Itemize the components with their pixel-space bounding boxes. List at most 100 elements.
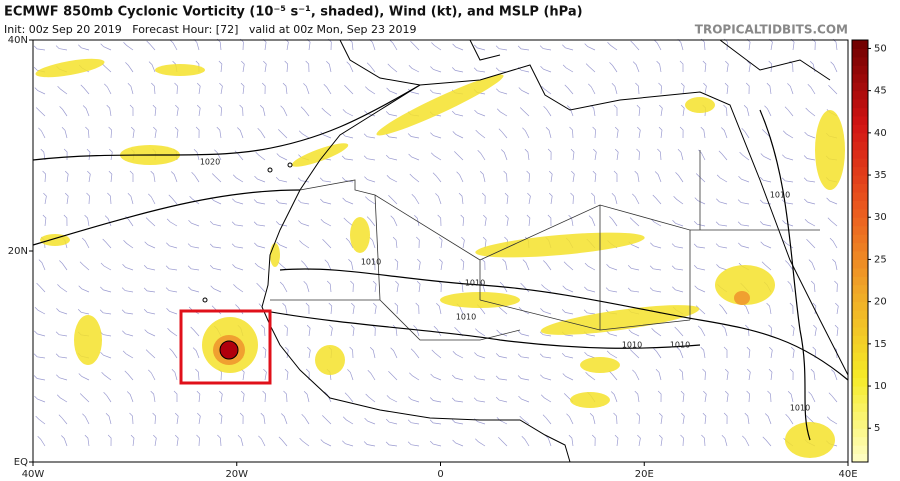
wind-barb (658, 82, 662, 95)
wind-barb (548, 192, 553, 205)
wind-barb (429, 397, 442, 403)
wind-barb (498, 437, 508, 447)
wind-barb (496, 329, 508, 337)
wind-barb (321, 107, 332, 117)
colorbar-cell (852, 124, 868, 134)
wind-barb (810, 368, 816, 381)
wind-barb (209, 220, 222, 227)
wind-barb (216, 126, 222, 139)
wind-barb (43, 192, 47, 205)
wind-barb (630, 40, 640, 51)
wind-barb (365, 86, 376, 95)
wind-barb (77, 309, 90, 315)
wind-barb (33, 353, 46, 359)
wind-barb (632, 61, 640, 73)
wind-barb (188, 286, 200, 293)
wind-barb (365, 393, 376, 403)
wind-barb (372, 324, 376, 337)
wind-barb (719, 304, 728, 315)
wind-barb (745, 82, 750, 95)
wind-barb (540, 394, 552, 403)
wind-barb (305, 368, 310, 381)
wind-barb (499, 281, 508, 293)
wind-barb (527, 192, 531, 205)
wind-barb (61, 435, 68, 447)
wind-barb (611, 83, 618, 95)
wind-barb (260, 412, 266, 425)
colorbar-frame (851, 39, 869, 463)
wind-barb (209, 243, 222, 249)
wind-barb (721, 435, 728, 447)
wind-barb (151, 82, 156, 95)
wind-barb (649, 287, 662, 293)
credit: TROPICALTIDBITS.COM (695, 23, 848, 37)
wind-barb (613, 104, 618, 116)
wind-barb (571, 170, 575, 183)
wind-barb (232, 174, 244, 183)
wind-barb (495, 353, 508, 359)
wind-barb (768, 324, 772, 337)
wind-barb (275, 199, 288, 205)
isobar-label: 1010 (770, 191, 790, 200)
title: ECMWF 850mb Cyclonic Vorticity (10⁻⁵ s⁻¹… (4, 5, 583, 20)
wind-barb (34, 330, 46, 337)
wind-barb (831, 369, 838, 381)
wind-barb (33, 375, 46, 381)
coastlines (202, 39, 849, 463)
wind-barb (584, 286, 596, 293)
wind-barb (150, 170, 156, 183)
wind-barb (826, 197, 838, 205)
wind-barb (297, 177, 310, 183)
wind-barb (196, 104, 201, 117)
colorbar-cell (852, 276, 868, 286)
wind-barb (211, 173, 222, 183)
wind-barb (408, 396, 420, 403)
wind-barb (107, 192, 112, 205)
wind-barb (673, 196, 684, 205)
wind-barb (324, 391, 332, 403)
wind-barb (144, 241, 156, 249)
colorbar-cell (852, 394, 868, 404)
wind-barb (59, 106, 68, 117)
colorbar-cell (852, 107, 868, 117)
wind-barb (255, 151, 266, 161)
wind-barb (562, 44, 574, 51)
wind-barb (724, 390, 729, 403)
wind-barb (407, 133, 420, 139)
wind-barb (319, 177, 332, 183)
lon-label: 40W (22, 469, 45, 480)
wind-barb (34, 306, 46, 315)
wind-barb (307, 346, 311, 359)
colorbar-label: 35 (874, 170, 887, 181)
wind-barb (37, 435, 46, 447)
wind-barb (810, 280, 816, 293)
wind-barb (787, 83, 794, 95)
wind-barb (153, 434, 157, 447)
wind-barb (55, 353, 68, 359)
wind-barb (372, 280, 377, 293)
wind-barb (59, 260, 68, 271)
wind-barb (613, 170, 618, 182)
wind-barb (614, 126, 619, 139)
wind-barb (82, 413, 90, 425)
wind-barb (737, 199, 750, 205)
wind-barb (385, 441, 398, 447)
wind-barb (700, 346, 706, 359)
wind-barb (657, 390, 662, 403)
wind-barb (196, 390, 201, 403)
wind-barb (518, 395, 530, 403)
wind-barb (542, 414, 552, 425)
wind-barb (439, 258, 443, 271)
wind-barb (458, 192, 464, 205)
wind-barb (715, 243, 728, 249)
wind-barb (519, 415, 530, 425)
colorbar-label: 30 (874, 212, 887, 223)
wind-barb (305, 302, 310, 315)
wind-barb (649, 265, 662, 271)
wind-barb (787, 390, 794, 403)
wind-barb (629, 349, 640, 359)
wind-barb (737, 221, 750, 227)
wind-barb (743, 104, 750, 117)
wind-barb (477, 149, 486, 161)
wind-barb (55, 45, 68, 51)
